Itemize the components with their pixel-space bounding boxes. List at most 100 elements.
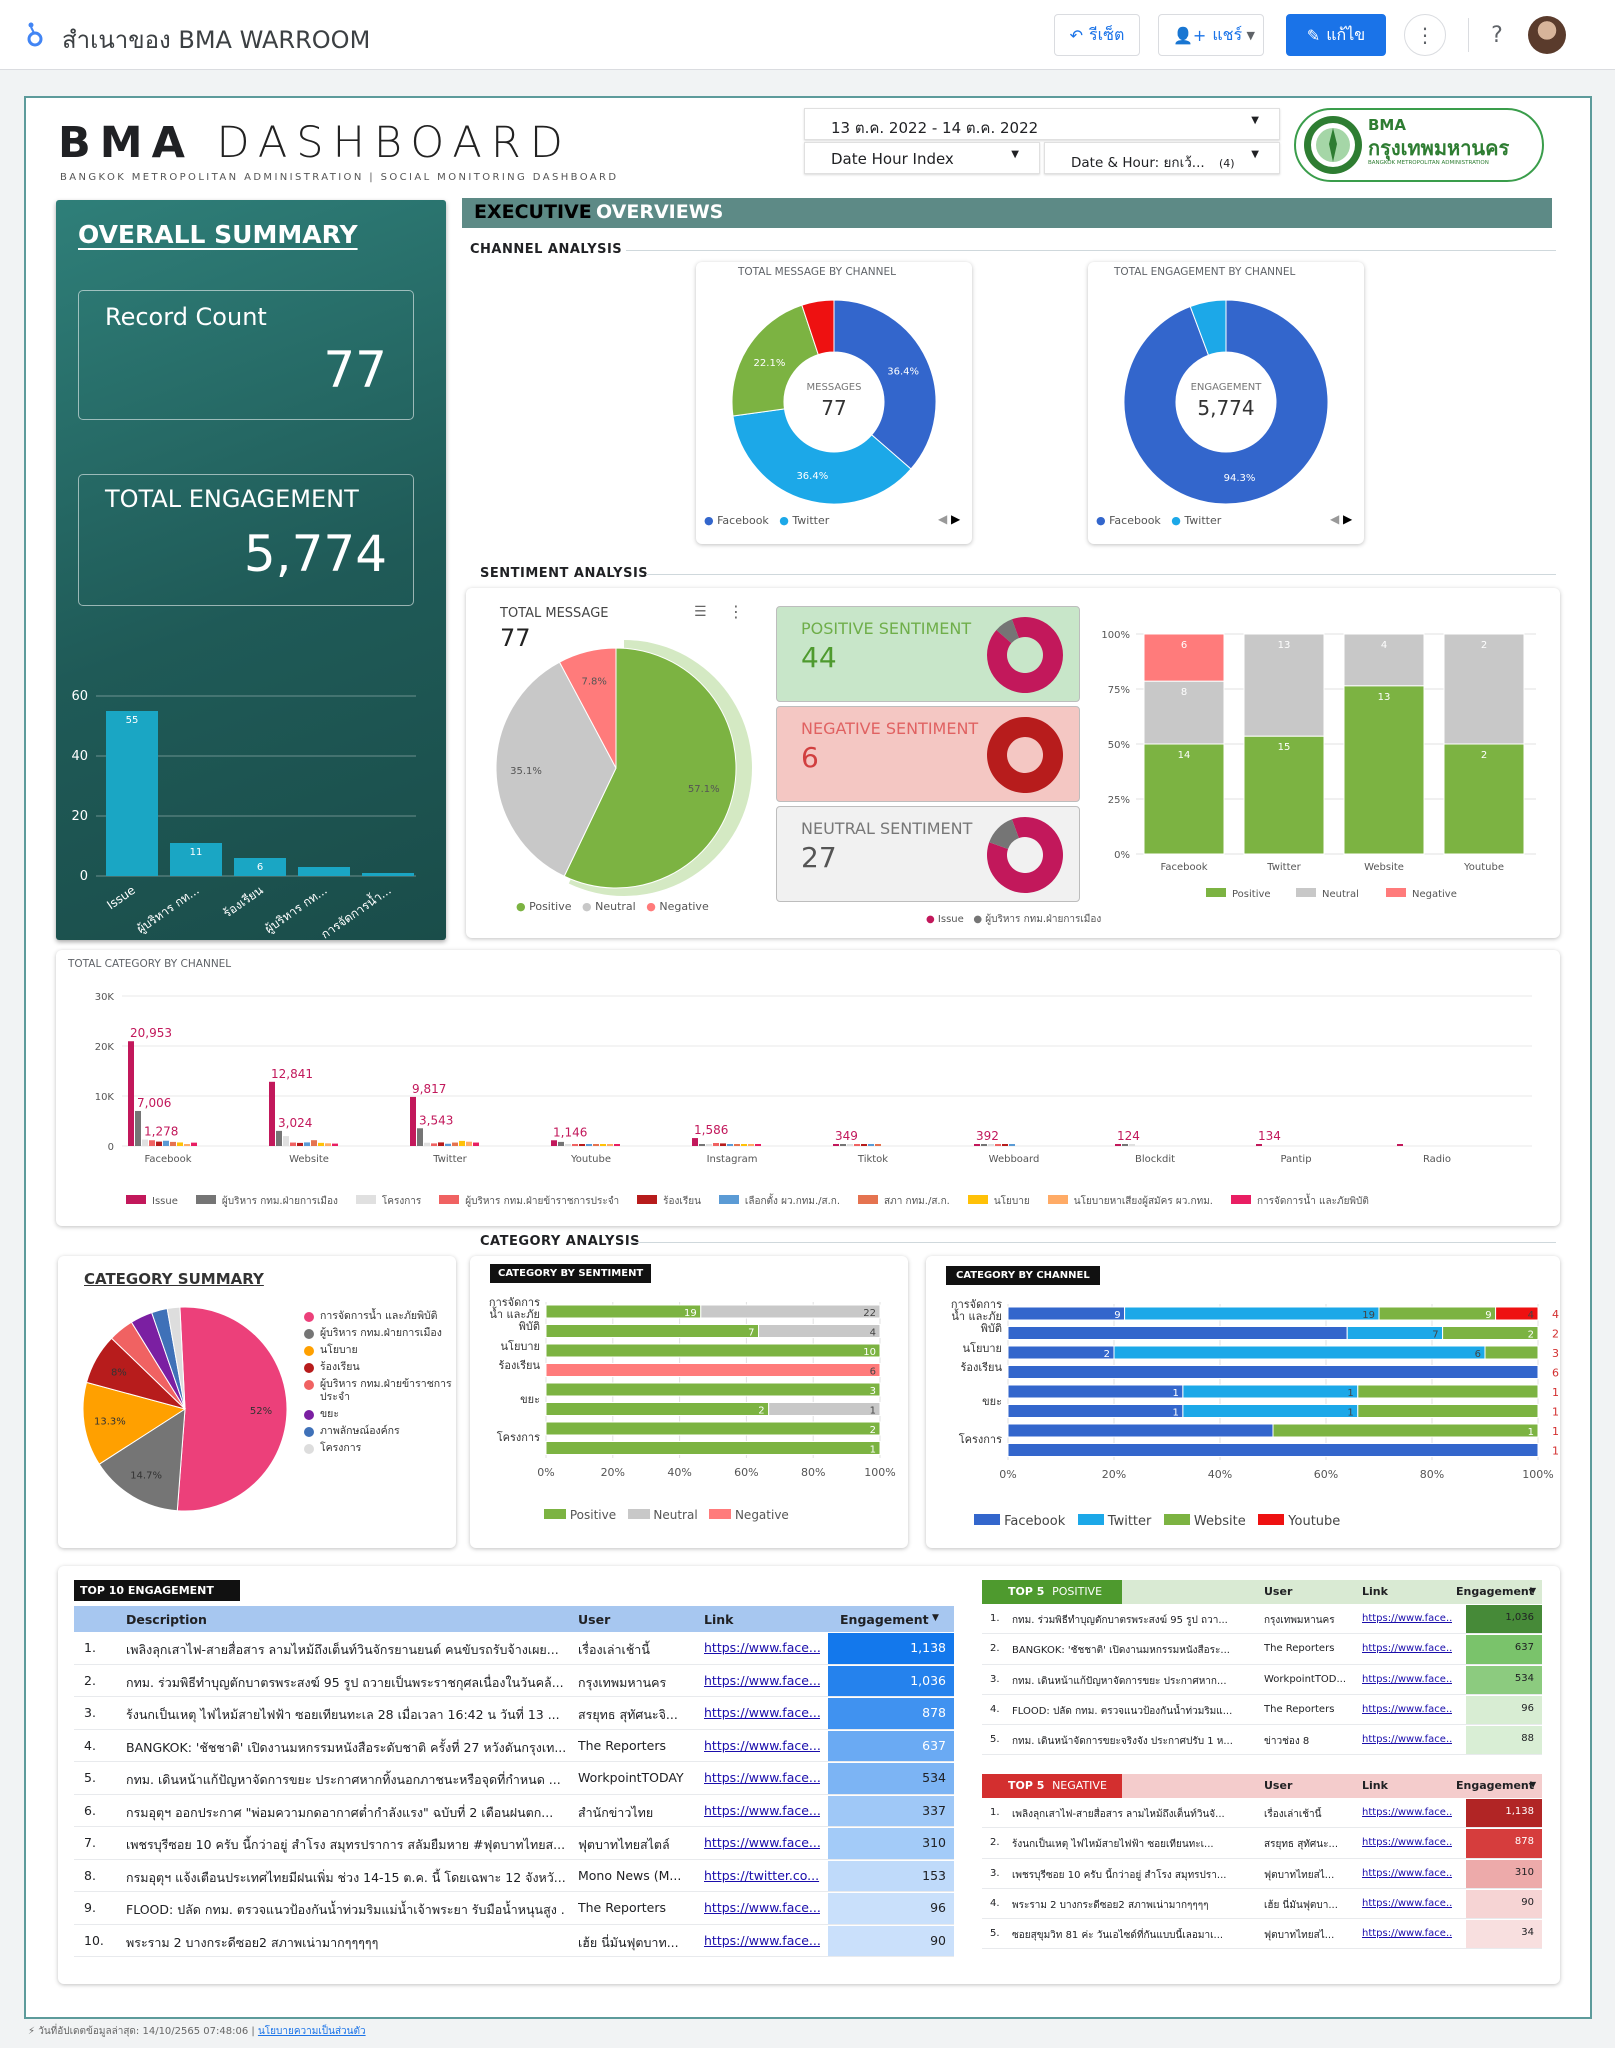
table-cell-link[interactable]: https://twitter.co... [704, 1867, 820, 1883]
bar-label: 124 [1117, 1129, 1140, 1143]
y-tick-label: โครงการ [497, 1430, 540, 1444]
report-title[interactable]: สำเนาของ BMA WARROOM [62, 26, 371, 54]
table-cell-link[interactable]: https://www.face... [1362, 1807, 1452, 1818]
table-row[interactable]: 8. กรมอุตุฯ แจ้งเตือนประเทศไทยมีฝนเพิ่ม ช… [74, 1860, 954, 1892]
legend-item: ผู้บริหาร กทม.ฝ่ายข้าราชการประจำ [304, 1378, 454, 1404]
share-dropdown-icon[interactable]: ▼ [1246, 28, 1255, 42]
bar-label: 392 [976, 1129, 999, 1143]
table-row[interactable]: 2. ร้งนกเป็นเหตุ ไฟไหม้สายไฟฟ้า ซอยเทียนท… [982, 1828, 1542, 1859]
category-by-sentiment-bar[interactable]: 0% 20% 40% 60% 80% 100% 19 22 7 4 10 6 3 2 1 2 1 การจัดกา… [470, 1290, 908, 1506]
legend-pager-icon[interactable]: ◀ ▶ [938, 512, 961, 526]
table-row[interactable]: 7. เพชรบุรีซอย 10 ครับ นี้กว่าอยู่ สำโรง … [74, 1827, 954, 1860]
table-cell-link[interactable]: https://www.face... [1362, 1643, 1452, 1655]
summary-title: OVERALL SUMMARY [78, 220, 358, 249]
table-cell-link[interactable]: https://www.face... [1362, 1837, 1452, 1849]
bar [163, 1140, 169, 1146]
bar-label: 12,841 [271, 1067, 313, 1081]
table-cell-link[interactable]: https://www.face... [704, 1802, 820, 1818]
table-row[interactable]: 9. FLOOD: ปลัด กทม. ตรวจแนวป้องกันน้ำท่วม… [74, 1892, 954, 1925]
table-cell-link[interactable]: https://www.face... [1362, 1897, 1452, 1909]
table-cell-link[interactable]: https://www.face... [704, 1737, 820, 1753]
more-options-icon[interactable]: ⋮ [728, 602, 744, 621]
table-row[interactable]: 3. เพชรบุรีซอย 10 ครับ นี้กว่าอยู่ สำโรง … [982, 1859, 1542, 1889]
edit-button[interactable]: ✎ แก้ไข [1286, 14, 1386, 56]
date-range-picker[interactable]: 13 ต.ค. 2022 - 14 ต.ค. 2022 ▼ [804, 108, 1280, 140]
table-cell-link[interactable]: https://www.face... [704, 1705, 820, 1720]
table-cell-link[interactable]: https://www.face... [704, 1640, 820, 1655]
table-row[interactable]: 6. กรมอุตุฯ ออกประกาศ "พ่อมความกดอากาศต่ำ… [74, 1795, 954, 1827]
table-cell-link[interactable]: https://www.face... [704, 1900, 820, 1915]
dropdown-arrow-icon: ▼ [1011, 149, 1019, 160]
category-by-channel-h-bar[interactable]: 0% 20% 40% 60% 80% 100% 9 19 9 4 4 7 2 2 2 6 3 6 1 1 1 1 1 1 1 1 1… [926, 1292, 1560, 1510]
segment-label: 1 [1173, 1408, 1179, 1419]
date-hour-filter[interactable]: Date & Hour: ยกเว้... (4) ▼ [1044, 142, 1280, 174]
table-cell-n: 2. [84, 1672, 96, 1688]
x-tick-label: Radio [1423, 1154, 1451, 1165]
table-row[interactable]: 10. พระราม 2 บางกระดีซอย2 สภาพเน่ามากๆๆๆๆ… [74, 1925, 954, 1957]
looker-studio-icon[interactable] [22, 20, 48, 50]
legend-item: การจัดการน้ำ และภัยพิบัติ [1230, 1195, 1369, 1207]
reset-button[interactable]: ↶ รีเซ็ต [1054, 14, 1140, 56]
table-row[interactable]: 4. FLOOD: ปลัด กทม. ตรวจแนวป้องกันน้ำท่วม… [982, 1695, 1542, 1726]
bar [170, 1141, 176, 1146]
table-cell-link[interactable]: https://www.face... [704, 1835, 820, 1850]
table-cell-user: The Reporters [1264, 1703, 1335, 1715]
table-row[interactable]: 1. เพลิงลุกเสาไฟ-สายสื่อสาร ลามไหม้ถึงเต็… [74, 1632, 954, 1665]
x-tick-label: 0% [999, 1468, 1016, 1481]
sort-desc-icon[interactable]: ▼ [932, 1613, 939, 1623]
table-cell-link[interactable]: https://www.face... [704, 1672, 820, 1688]
table-cell-link[interactable]: https://www.face... [704, 1932, 820, 1948]
pie-slice [833, 299, 937, 470]
table-row[interactable]: 1. เพลิงลุกเสาไฟ-สายสื่อสาร ลามไหม้ถึงเต็… [982, 1798, 1542, 1829]
table-row[interactable]: 4. พระราม 2 บางกระดีซอย2 สภาพเน่ามากๆๆๆๆ เ… [982, 1889, 1542, 1920]
table-row[interactable]: 5. กทม. เดินหน้าจัดการขยะจริงจัง ประกาศปร… [982, 1725, 1542, 1756]
sort-desc-icon[interactable]: ▼ [1530, 1586, 1537, 1595]
table-cell-link[interactable]: https://www.face... [1362, 1673, 1452, 1685]
bar [713, 1143, 719, 1146]
engagement-by-channel-donut[interactable]: 94.3% [1116, 292, 1336, 512]
bar-label: 1,586 [694, 1123, 728, 1137]
table-cell-desc: ร้งนกเป็นเหตุ ไฟไหม้สายไฟฟ้า ซอยเทียนทะเ… [126, 1707, 560, 1722]
table-row[interactable]: 3. กทม. เดินหน้าแก้ปัญหาจัดการขยะ ประกาศห… [982, 1665, 1542, 1695]
table-cell-link[interactable]: https://www.face... [704, 1770, 820, 1785]
stack-segment [1007, 1404, 1184, 1418]
privacy-link[interactable]: นโยบายความเป็นส่วนตัว [257, 2026, 366, 2037]
category-by-channel-bar-chart[interactable]: 0 10K 20K 30K 20,953 7,006 1,278 Facebook 12,841… [56, 976, 1560, 1186]
dimension-select[interactable]: Date Hour Index ▼ [804, 142, 1040, 174]
table-row[interactable]: 4. BANGKOK: 'ชัชชาติ' เปิดงานมหกรรมหนังสื… [74, 1730, 954, 1762]
table-cell-desc: พระราม 2 บางกระดีซอย2 สภาพเน่ามากๆๆๆๆๆ [126, 1934, 379, 1950]
legend-pager-icon[interactable]: ◀ ▶ [1330, 512, 1353, 526]
sentiment-by-channel-stacked-bar[interactable]: 0% 25% 50% 75% 100% 14 8 6 Facebook 15 13 Twitter 13… [1096, 608, 1546, 908]
mini-slice [987, 617, 1063, 693]
sentiment-pie-chart[interactable]: 57.1% 35.1% 7.8% [496, 628, 766, 898]
x-tick-label: ผู้บริหาร กท... [134, 883, 202, 937]
table-cell-link[interactable]: https://www.face... [1362, 1703, 1452, 1715]
stack-segment [545, 1343, 881, 1358]
avatar[interactable] [1528, 16, 1566, 54]
table-row[interactable]: 2. BANGKOK: 'ชัชชาติ' เปิดงานมหกรรมหนังสื… [982, 1634, 1542, 1665]
pie-slice [1189, 299, 1227, 356]
table-row[interactable]: 5. ซอยสุขุมวิท 81 ค่ะ วันเอไซด์ที่กันแบบน… [982, 1919, 1542, 1950]
more-options-icon[interactable]: ⋮ [1404, 14, 1446, 56]
summary-bar-chart[interactable]: 0 20 40 60 55 Issue 11 ผู้บริหาร กท... 6 ร้องเรีย… [56, 650, 446, 940]
sort-desc-icon[interactable]: ▼ [1530, 1780, 1537, 1789]
table-cell-link[interactable]: https://www.face... [1362, 1613, 1452, 1624]
table-cell-link[interactable]: https://www.face... [1362, 1734, 1452, 1746]
x-tick-label: Blockdit [1135, 1154, 1175, 1165]
filter-icon[interactable]: ☰ [694, 604, 707, 620]
help-icon[interactable]: ? [1476, 14, 1518, 56]
table-row[interactable]: 3. ร้งนกเป็นเหตุ ไฟไหม้สายไฟฟ้า ซอยเทียนท… [74, 1697, 954, 1730]
table-row[interactable]: 2. กทม. ร่วมพิธีทำบุญตักบาตรพระสงฆ์ 95 รู… [74, 1665, 954, 1697]
message-by-channel-donut[interactable]: 36.4% 36.4% 22.1% [724, 292, 944, 512]
table-row[interactable]: 1. กทม. ร่วมพิธีทำบุญตักบาตรพระสงฆ์ 95 รู… [982, 1604, 1542, 1635]
table-cell-link[interactable]: https://www.face... [1362, 1867, 1452, 1879]
category-summary-pie[interactable]: 52% 14.7% 13.3% 8% [80, 1304, 290, 1514]
engagement-value: 1,036 [1466, 1605, 1542, 1634]
table-cell-link[interactable]: https://www.face... [1362, 1928, 1452, 1940]
share-button[interactable]: 👤+ แชร์ ▼ [1158, 14, 1264, 56]
table-row[interactable]: 5. กทม. เดินหน้าแก้ปัญหาจัดการขยะ ประกาศห… [74, 1762, 954, 1795]
engagement-value: 88 [1466, 1726, 1542, 1755]
add-person-icon: 👤+ [1173, 25, 1207, 45]
legend-label: ร้องเรียน [663, 1196, 701, 1207]
table-cell-user: ฟุตบาทไทยสไ... [1264, 1930, 1335, 1942]
